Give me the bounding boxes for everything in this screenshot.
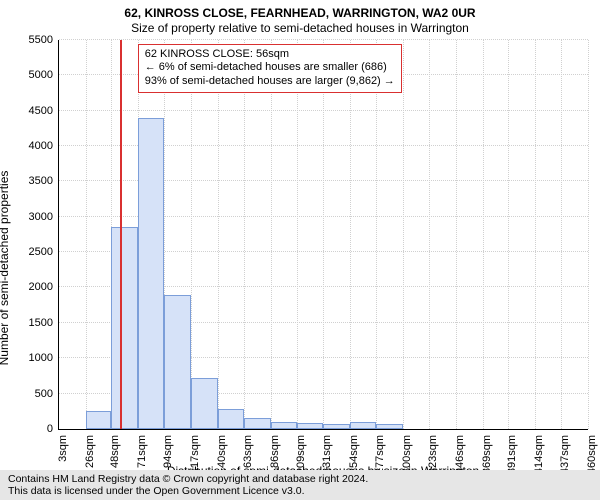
plot-wrapper: 62 KINROSS CLOSE: 56sqm ← 6% of semi-det… [58,40,588,430]
histogram-bar [244,418,271,429]
x-gridline [535,40,536,429]
annotation-box: 62 KINROSS CLOSE: 56sqm ← 6% of semi-det… [138,44,402,93]
histogram-bar [297,423,322,429]
y-tick-label: 5500 [29,34,59,46]
histogram-bar [138,118,165,429]
x-gridline [323,40,324,429]
figure-root: 62, KINROSS CLOSE, FEARNHEAD, WARRINGTON… [0,0,600,500]
y-tick-label: 1500 [29,317,59,329]
y-tick-label: 5000 [29,69,59,81]
y-tick-label: 500 [35,388,59,400]
x-gridline [588,40,589,429]
y-tick-label: 3000 [29,211,59,223]
x-gridline [508,40,509,429]
annotation-line2: ← 6% of semi-detached houses are smaller… [145,61,395,75]
histogram-bar [111,227,138,429]
x-gridline [297,40,298,429]
footer-line2: This data is licensed under the Open Gov… [8,485,592,497]
histogram-bar [164,295,191,429]
histogram-bar [191,378,218,429]
y-tick-label: 4000 [29,140,59,152]
title-main: 62, KINROSS CLOSE, FEARNHEAD, WARRINGTON… [0,6,600,20]
histogram-bar [271,422,298,429]
title-sub: Size of property relative to semi-detach… [0,21,600,35]
x-gridline [86,40,87,429]
annotation-line1: 62 KINROSS CLOSE: 56sqm [145,48,395,62]
plot: 62 KINROSS CLOSE: 56sqm ← 6% of semi-det… [58,40,588,430]
x-gridline [350,40,351,429]
x-gridline [429,40,430,429]
x-gridline [561,40,562,429]
histogram-bar [376,424,403,429]
histogram-bar [350,422,377,429]
y-tick-label: 0 [47,423,59,435]
y-tick-label: 1000 [29,352,59,364]
x-gridline [164,40,165,429]
histogram-bar [323,424,350,429]
marker-line [120,40,122,429]
x-gridline [483,40,484,429]
y-tick-label: 4500 [29,105,59,117]
x-gridline [191,40,192,429]
x-gridline [271,40,272,429]
footer-line1: Contains HM Land Registry data © Crown c… [8,473,592,485]
x-gridline [244,40,245,429]
x-gridline [376,40,377,429]
x-gridline [138,40,139,429]
chart-area: Number of semi-detached properties 62 KI… [0,36,600,500]
x-gridline [403,40,404,429]
footer: Contains HM Land Registry data © Crown c… [0,470,600,500]
titles: 62, KINROSS CLOSE, FEARNHEAD, WARRINGTON… [0,0,600,36]
x-tick-label: 3sqm [57,435,69,462]
y-tick-label: 2000 [29,281,59,293]
x-gridline [218,40,219,429]
y-tick-label: 2500 [29,246,59,258]
x-gridline [456,40,457,429]
x-gridline [111,40,112,429]
histogram-bar [86,411,111,429]
y-axis-label: Number of semi-detached properties [0,171,11,366]
histogram-bar [218,409,245,429]
annotation-line3: 93% of semi-detached houses are larger (… [145,75,395,89]
y-tick-label: 3500 [29,175,59,187]
